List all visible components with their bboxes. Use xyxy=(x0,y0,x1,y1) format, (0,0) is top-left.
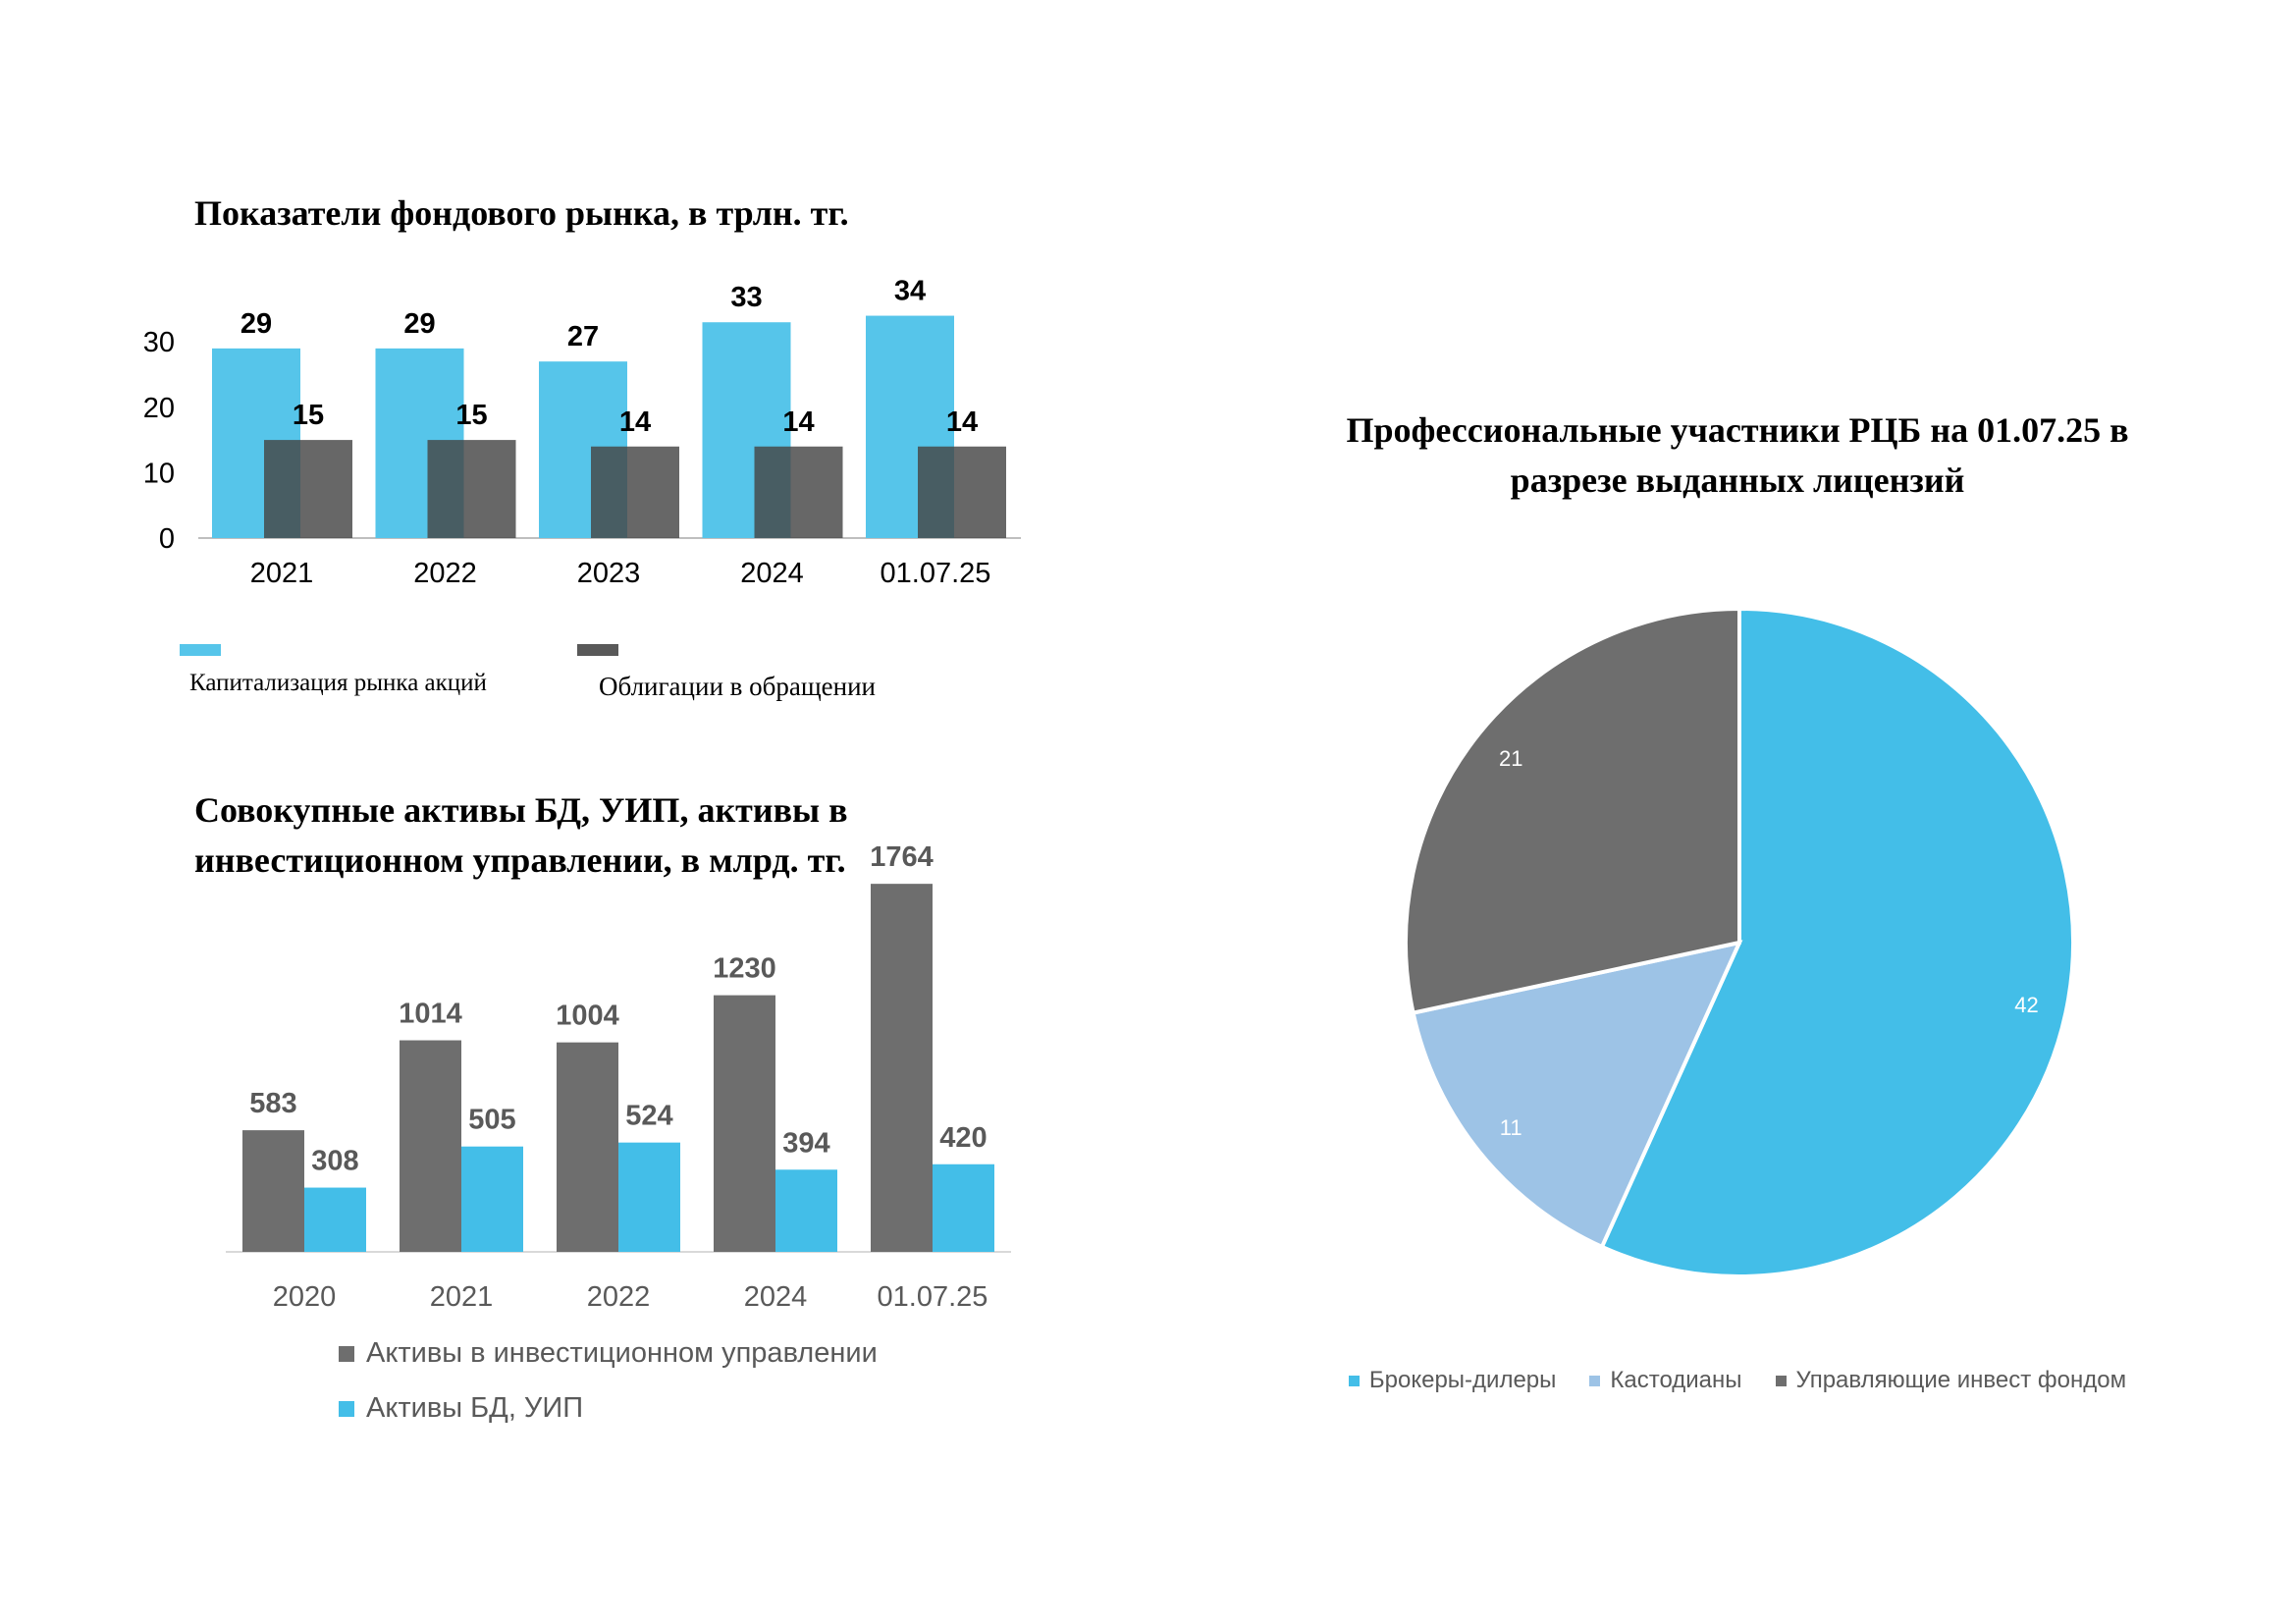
chart2-bar-bd xyxy=(618,1142,680,1252)
chart1-xtick-label: 2024 xyxy=(740,558,804,589)
chart3-legend-item-custodians: Кастодианы xyxy=(1589,1367,1742,1394)
chart2-value-label-invest: 1004 xyxy=(556,1001,619,1032)
chart2-legend-label-bd: Активы БД, УИП xyxy=(366,1392,584,1424)
chart3-slice-managers xyxy=(1404,606,1741,1016)
chart2-bar-invest xyxy=(871,884,933,1252)
chart1-value-label-bonds: 15 xyxy=(293,400,324,431)
chart1-value-label-bonds: 14 xyxy=(619,406,651,438)
chart2-legend-item-bd: Активы БД, УИП xyxy=(339,1392,583,1425)
chart2-value-label-bd: 394 xyxy=(782,1127,829,1159)
chart1-bar-bonds xyxy=(427,440,516,538)
chart1-plot: 0 10 20 30 29 15 2021 29 15 2022 27 14 2023 33 14 2024 3… xyxy=(143,276,1021,589)
chart2-value-label-invest: 1230 xyxy=(713,953,776,985)
chart1-xtick-label: 2022 xyxy=(413,558,477,589)
chart3-legend-label-custodians: Кастодианы xyxy=(1610,1367,1742,1393)
chart2-value-label-invest: 1764 xyxy=(870,841,934,873)
chart1-bar-bonds xyxy=(591,446,679,538)
chart1-ytick-label: 30 xyxy=(143,327,175,358)
chart3-slice-custodians xyxy=(1411,940,1743,1250)
chart2-title: Совокупные активы БД, УИП, активы в инве… xyxy=(194,790,848,880)
chart2-bar-bd xyxy=(304,1187,366,1252)
chart1-xtick-label: 2021 xyxy=(250,558,314,589)
chart3-legend-swatch-custodians xyxy=(1589,1375,1601,1386)
chart1-value-label-cap: 34 xyxy=(894,276,926,307)
chart1-bar-bonds xyxy=(754,446,843,538)
chart2-value-label-bd: 505 xyxy=(468,1105,515,1136)
chart1-value-label-bonds: 14 xyxy=(782,406,814,438)
chart2-bar-invest xyxy=(714,995,775,1252)
chart2-xtick-label: 2021 xyxy=(430,1281,494,1313)
chart1-legend-label-bonds: Облигации в обращении xyxy=(599,672,876,701)
chart2-plot: 583 308 2020 1014 505 2021 1004 524 2022 1230 394 2… xyxy=(226,841,1011,1313)
chart2-xtick-label: 2024 xyxy=(744,1281,808,1313)
chart1-title: Показатели фондового рынка, в трлн. тг. xyxy=(194,193,849,233)
chart1-ytick-label: 0 xyxy=(159,523,175,555)
chart1-bar-bonds xyxy=(918,446,1006,538)
chart2-xtick-label: 01.07.25 xyxy=(878,1281,988,1313)
chart3-slice-brokers-label: 42 xyxy=(2014,993,2038,1017)
chart2-value-label-bd: 308 xyxy=(311,1146,358,1177)
chart1-xtick-label: 2023 xyxy=(577,558,641,589)
chart1-value-label-cap: 29 xyxy=(403,308,435,340)
chart2-legend-swatch-bd xyxy=(339,1400,354,1417)
chart3-title: Профессиональные участники РЦБ на 01.07.… xyxy=(1346,410,2129,500)
chart1-ytick-label: 10 xyxy=(143,458,175,489)
chart2-bar-bd xyxy=(775,1169,837,1252)
chart1-xtick-label: 01.07.25 xyxy=(881,558,991,589)
chart3-pie: 42 11 21 xyxy=(1404,606,2075,1278)
chart3-legend-swatch-managers xyxy=(1775,1375,1787,1386)
chart3-legend-swatch-brokers xyxy=(1348,1375,1360,1386)
chart1-legend-swatch-bonds xyxy=(577,644,618,656)
chart3-legend: Брокеры-дилеры Кастодианы Управляющие ин… xyxy=(1276,1367,2199,1394)
chart3-slice-managers-label: 21 xyxy=(1499,746,1522,771)
chart2-xtick-label: 2020 xyxy=(273,1281,337,1313)
chart2-bar-invest xyxy=(242,1130,304,1252)
chart2-bar-bd xyxy=(933,1164,994,1252)
chart3-legend-item-managers: Управляющие инвест фондом xyxy=(1775,1367,2127,1394)
chart2-legend-item-invest: Активы в инвестиционном управлении xyxy=(339,1337,878,1370)
chart2-value-label-bd: 420 xyxy=(939,1122,987,1154)
chart2-value-label-invest: 583 xyxy=(249,1088,296,1119)
chart3-slice-brokers xyxy=(1599,606,2075,1278)
chart2-value-label-invest: 1014 xyxy=(399,999,462,1030)
chart2-value-label-bd: 524 xyxy=(625,1101,672,1132)
chart1-value-label-bonds: 14 xyxy=(946,406,978,438)
chart1-value-label-bonds: 15 xyxy=(455,400,487,431)
chart1-bar-bonds xyxy=(264,440,352,538)
chart2-xtick-label: 2022 xyxy=(587,1281,651,1313)
chart2-legend-swatch-invest xyxy=(339,1345,354,1362)
chart2-bar-invest xyxy=(557,1042,618,1252)
chart3-legend-label-managers: Управляющие инвест фондом xyxy=(1795,1367,2127,1393)
chart3-legend-item-brokers: Брокеры-дилеры xyxy=(1348,1367,1557,1394)
chart3-legend-label-brokers: Брокеры-дилеры xyxy=(1368,1367,1557,1393)
chart1-legend-swatch-cap xyxy=(180,644,221,656)
chart1-value-label-cap: 29 xyxy=(240,308,272,340)
chart1-value-label-cap: 33 xyxy=(730,282,762,313)
chart2-legend-label-invest: Активы в инвестиционном управлении xyxy=(366,1337,878,1369)
chart1-legend-label-cap: Капитализация рынка акций xyxy=(189,670,487,696)
chart1-value-label-cap: 27 xyxy=(567,321,599,352)
chart3-slice-custodians-label: 11 xyxy=(1500,1115,1522,1140)
chart1-ytick-label: 20 xyxy=(143,393,175,424)
chart2-bar-bd xyxy=(461,1146,523,1252)
chart2-bar-invest xyxy=(400,1040,461,1252)
